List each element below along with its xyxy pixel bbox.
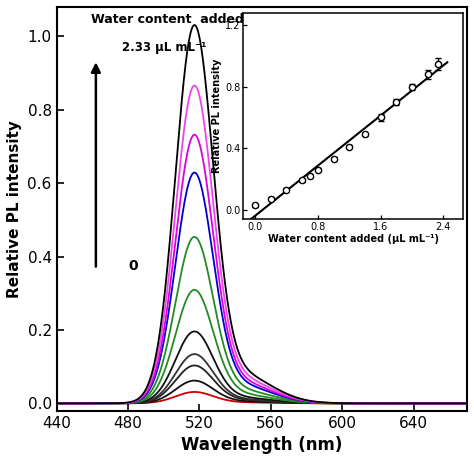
Y-axis label: Relative PL intensity: Relative PL intensity	[7, 120, 22, 298]
X-axis label: Wavelength (nm): Wavelength (nm)	[181, 436, 343, 454]
Text: Water content  added: Water content added	[91, 13, 245, 26]
Text: 2.33 μL mL⁻¹: 2.33 μL mL⁻¹	[122, 41, 207, 54]
Text: 0: 0	[128, 259, 138, 273]
